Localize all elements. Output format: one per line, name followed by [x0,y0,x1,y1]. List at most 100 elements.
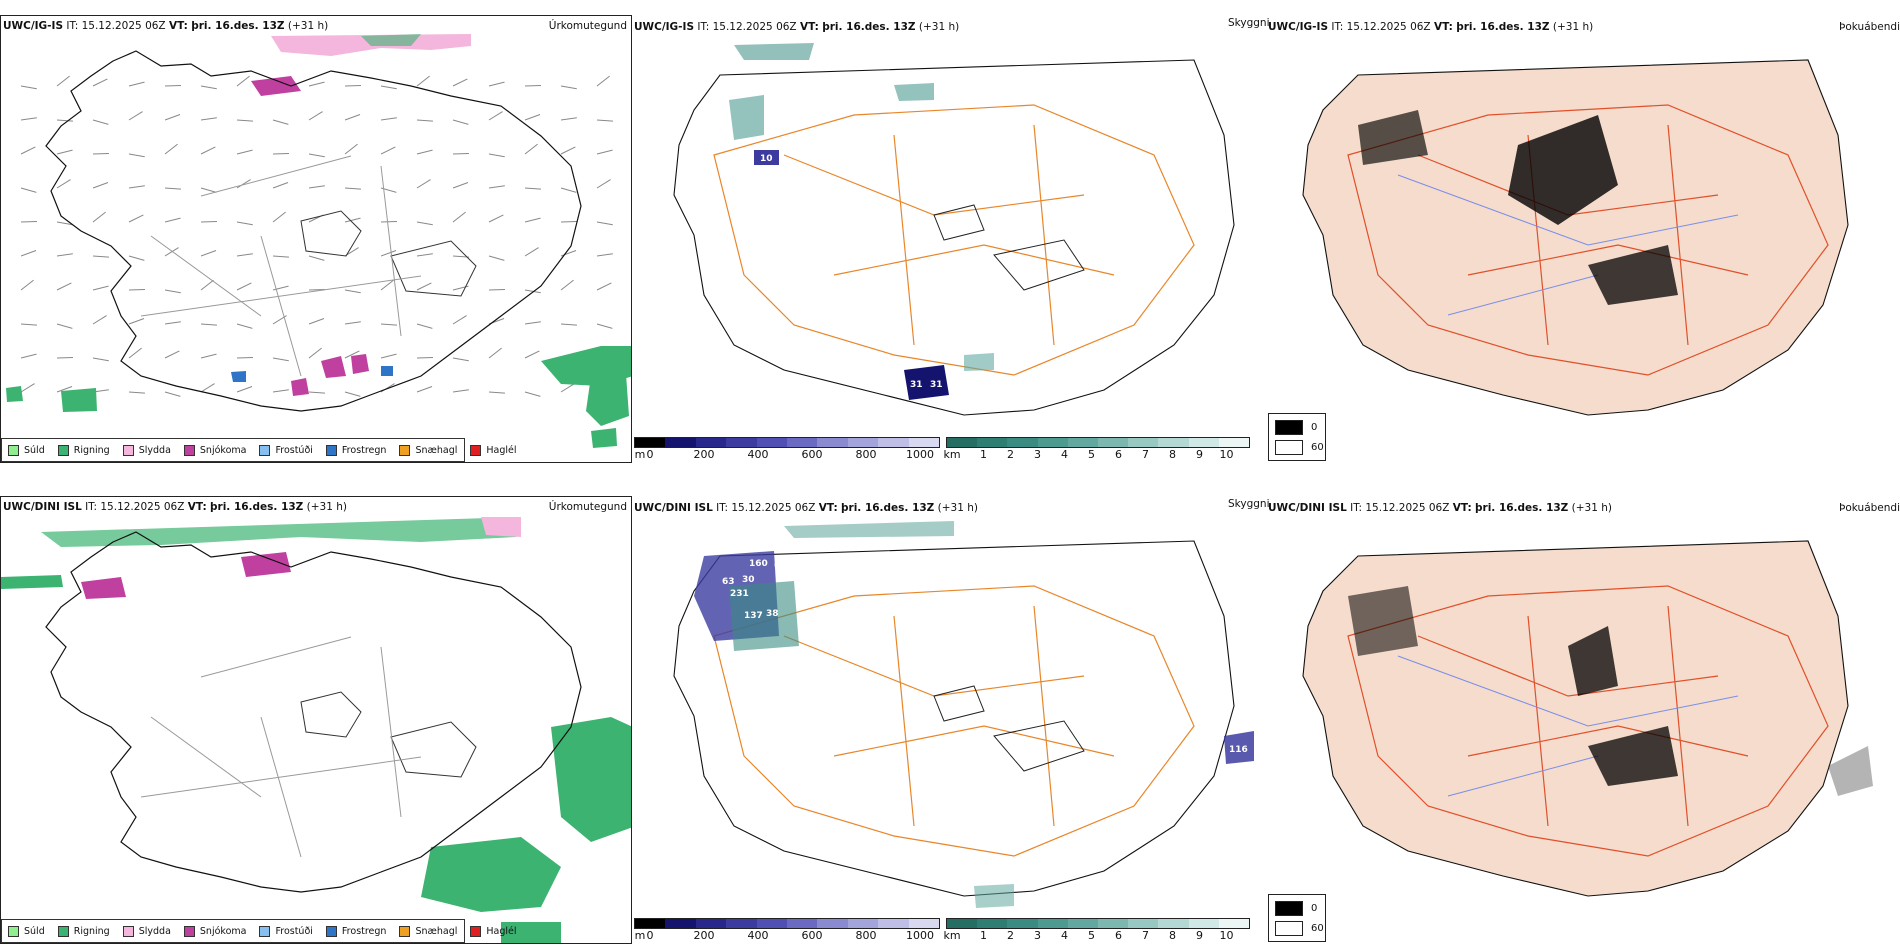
wind-barb [56,179,71,189]
wind-barb [20,187,37,193]
wind-barb [308,288,326,291]
colorbar-cell [1218,919,1250,928]
wind-barb [164,247,179,257]
legend-item-frostudi: Frostúði [259,925,313,937]
colorbar-tick: 1 [980,448,987,461]
wind-barb [452,152,470,155]
wind-barb [236,75,250,87]
wind-barb [596,221,613,226]
precip-type-map-row2: UWC/DINI ISL IT: 15.12.2025 06Z VT: þri.… [0,496,632,944]
wind-barb [56,119,73,122]
wind-barb [56,323,73,329]
wind-barb [56,253,73,257]
legend-swatch [183,444,195,456]
colorbar-cell [947,438,978,447]
colorbar-tick: 5 [1088,929,1095,942]
wind-barb [416,253,433,257]
wind-barb [560,383,575,393]
wind-barb [524,143,538,155]
colorbar-cell [665,919,696,928]
wind-barb [92,315,107,325]
colorbar-cell [1188,919,1219,928]
colorbar-unit: m [634,448,646,461]
wind-barb [524,350,540,359]
wind-barb [164,321,181,325]
precip-map-svg [1,517,631,943]
wind-barb [560,187,577,193]
wind-barb [236,179,251,189]
wind-barb [272,389,289,393]
colorbar-cell [1007,919,1038,928]
legend-swatch [8,925,19,937]
wind-barb [308,81,325,87]
wind-barb [92,211,106,223]
wind-barb [380,323,397,326]
panel-title: UWC/DINI ISL IT: 15.12.2025 06Z VT: þri.… [1268,502,1612,514]
wind-barb [524,217,541,223]
fog-map-svg [1302,59,1849,416]
wind-barb [452,211,466,223]
colorbar-cell [1098,919,1129,928]
fog-legend-row: 0 [1275,420,1317,435]
wind-barb [380,85,397,90]
legend-item-frostregn: Frostregn [325,925,386,937]
wind-barb [488,111,503,121]
wind-barb [164,289,181,294]
visibility-m-colorbar: m 0 200 400 600 800 1000 [634,918,940,942]
colorbar-strip [946,437,1250,448]
colorbar-strip [634,437,940,448]
legend-swatch [470,925,482,937]
wind-barb [200,85,217,90]
legend-swatch [325,444,337,456]
fog-legend: 0 60 [1268,413,1326,461]
wind-barb [524,321,541,325]
wind-barb [524,84,542,87]
colorbar-tick: 600 [801,448,823,461]
colorbar-cell [1128,438,1159,447]
colorbar-cell [908,438,940,447]
wind-barb [488,214,504,223]
wind-barb [200,187,217,193]
colorbar-strip [634,918,940,929]
colorbar-cell [756,919,788,928]
wind-barb [488,153,505,158]
point-value: 63 [722,577,735,587]
fog-map-svg [1302,540,1873,897]
panel-title: UWC/IG-IS IT: 15.12.2025 06Z VT: þri. 16… [634,21,960,33]
wind-barb [452,182,469,189]
wind-barb [452,389,469,393]
wind-barb [452,357,469,362]
wind-barb [200,323,217,326]
wind-barb [452,315,467,325]
colorbar-cell [1188,438,1219,447]
legend-item-snaehagl: Snæhagl [399,444,457,456]
legend-swatch [470,444,482,456]
point-value: 21 [769,543,782,553]
visibility-map-svg: 21 160 60 63 30 231 137 38 116 [673,521,1254,908]
wind-barb [560,250,577,257]
colorbar-cell [787,919,818,928]
legend-item-haglel: Haglél [470,444,517,456]
colorbar-tick: 0 [646,448,654,461]
colorbar-cell [1067,919,1099,928]
colorbar-tick: 6 [1115,448,1122,461]
wind-barb [560,323,577,326]
colorbar-cell [847,919,879,928]
colorbar-tick: 10 [1219,929,1234,942]
point-value: 60 [774,561,787,571]
wind-barb [236,149,253,155]
colorbar-tick: 1 [980,929,987,942]
fog-legend-row: 0 [1275,901,1317,916]
wind-barb [164,143,178,155]
wind-barb [92,78,108,87]
colorbar-tick: 3 [1034,448,1041,461]
wind-barb [164,187,181,190]
wind-barb [344,350,360,359]
wind-barb [488,81,505,87]
panel-label-fog: Þokuábendi [1839,502,1900,514]
colorbar-ticks: km 1 2 3 4 5 6 7 8 9 10 [943,448,1250,461]
wind-barb [560,146,576,155]
legend-item-haglel: Haglél [470,925,517,937]
wind-barb [164,350,180,359]
wind-barb [488,185,505,189]
